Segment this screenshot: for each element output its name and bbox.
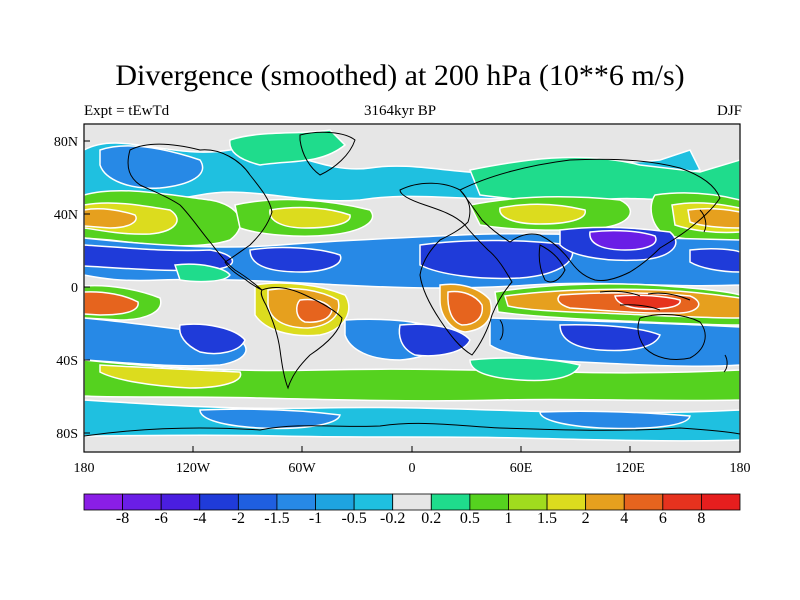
coast-madagascar [499,319,504,341]
field-region-africa-core [447,290,483,326]
lat-tick-label: 80S [56,427,78,442]
colorbar-label: -6 [154,510,168,527]
field-region-maritime-core [614,294,681,310]
colorbar-box [122,493,162,511]
lon-axis: 180 120W 60W 0 60E 120E 180 [74,446,751,476]
field-region-southern-ocean-strong [99,364,242,389]
lat-axis: 80N 40N 0 40S 80S [54,135,90,442]
colorbar-label: 6 [658,510,667,527]
colorbar-box [237,493,278,511]
colorbar-label: -4 [193,510,207,527]
coast-australia [637,314,706,361]
coast-japan [699,209,707,233]
lon-tick-label: 180 [730,461,751,476]
coast-antarctica [84,422,740,437]
coast-india [538,244,566,283]
colorbar-label: 8 [697,510,706,527]
lon-tick-label: 120E [615,461,645,476]
field-region-sahara-strong [419,239,574,280]
field-region-south-pacific-neg [84,317,247,367]
lon-tick-label: 60W [288,461,316,476]
map-title: Divergence (smoothed) at 200 hPa (10**6 … [115,59,685,92]
colorbar-label: 0.2 [421,510,442,527]
divergence-field [84,124,740,452]
field-region-east-pacific-pos [173,263,231,283]
field-region-mexico-strong [249,246,342,273]
colorbar-box [160,493,201,511]
colorbar-label: 1.5 [537,510,558,527]
field-region-southern-ocean-pos [84,359,740,402]
experiment-label: Expt = tEwTd [84,103,170,119]
field-region-south-pacific-strong [178,323,246,355]
colorbar-box [276,493,316,511]
lat-tick-label: 80N [54,135,78,150]
lon-tick-label: 60E [510,461,533,476]
field-region-south-indian-strong [559,324,661,352]
colorbar-label: 1 [504,510,513,527]
field-region-north-pacific-max [84,208,137,229]
field-region-atlantic-strong [269,206,351,229]
colorbar-box [430,493,471,511]
time-label: 3164kyr BP [363,103,437,119]
field-region-south-indian-weakpos [469,357,582,382]
field-region-eq-pacific-max [84,291,139,316]
lon-tick-label: 0 [409,461,416,476]
colorbar-label: -8 [115,510,130,527]
field-region-south-africa-strong [398,323,471,357]
colorbar-box [392,493,432,511]
colorbar-box [623,493,664,511]
colorbar-label: 4 [620,510,629,527]
field-region-west-pacific-max [687,208,740,229]
coast-south-america [260,287,343,390]
coast-greenland [299,131,356,176]
field-region-antarctic-modneg-east [539,410,691,430]
colorbar-label: -0.2 [380,510,406,527]
field-region-greenland-green [229,129,347,166]
colorbar-label: -1 [308,510,323,527]
colorbar-box [662,493,702,511]
colorbar-box [508,493,548,511]
lat-tick-label: 40S [56,354,78,369]
coastlines [84,131,740,437]
coast-europe-africa [399,182,513,356]
lat-tick-label: 40N [54,208,78,223]
coast-north-america [127,143,273,291]
colorbar [83,493,741,511]
coast-new-zealand [723,354,728,373]
lon-tick-label: 180 [74,461,95,476]
colorbar-box [701,493,741,511]
season-label: DJF [716,103,742,119]
colorbar-label: -1.5 [264,510,290,527]
colorbar-box [315,493,355,511]
colorbar-label: 0.5 [459,510,480,527]
colorbar-box [83,493,123,511]
field-region-canada-blue [99,145,204,189]
field-region-amazon-core [295,298,333,323]
colorbar-box [469,493,509,511]
colorbar-box [199,493,239,511]
colorbar-label: 2 [581,510,590,527]
lat-tick-label: 0 [71,281,78,296]
coast-indonesia [599,290,691,311]
colorbar-label: -0.5 [341,510,367,527]
field-region-westpac-strong [689,248,740,273]
colorbar-box [353,493,394,511]
field-region-antarctic-modneg [199,408,341,430]
field-region-asia-vstrong [589,229,657,251]
coast-eurasia [459,158,721,281]
field-region-eurasia-strong [499,203,586,225]
lon-tick-label: 120W [176,461,211,476]
colorbar-label: -2 [231,510,246,527]
colorbar-box [546,493,587,511]
colorbar-box [585,493,625,511]
